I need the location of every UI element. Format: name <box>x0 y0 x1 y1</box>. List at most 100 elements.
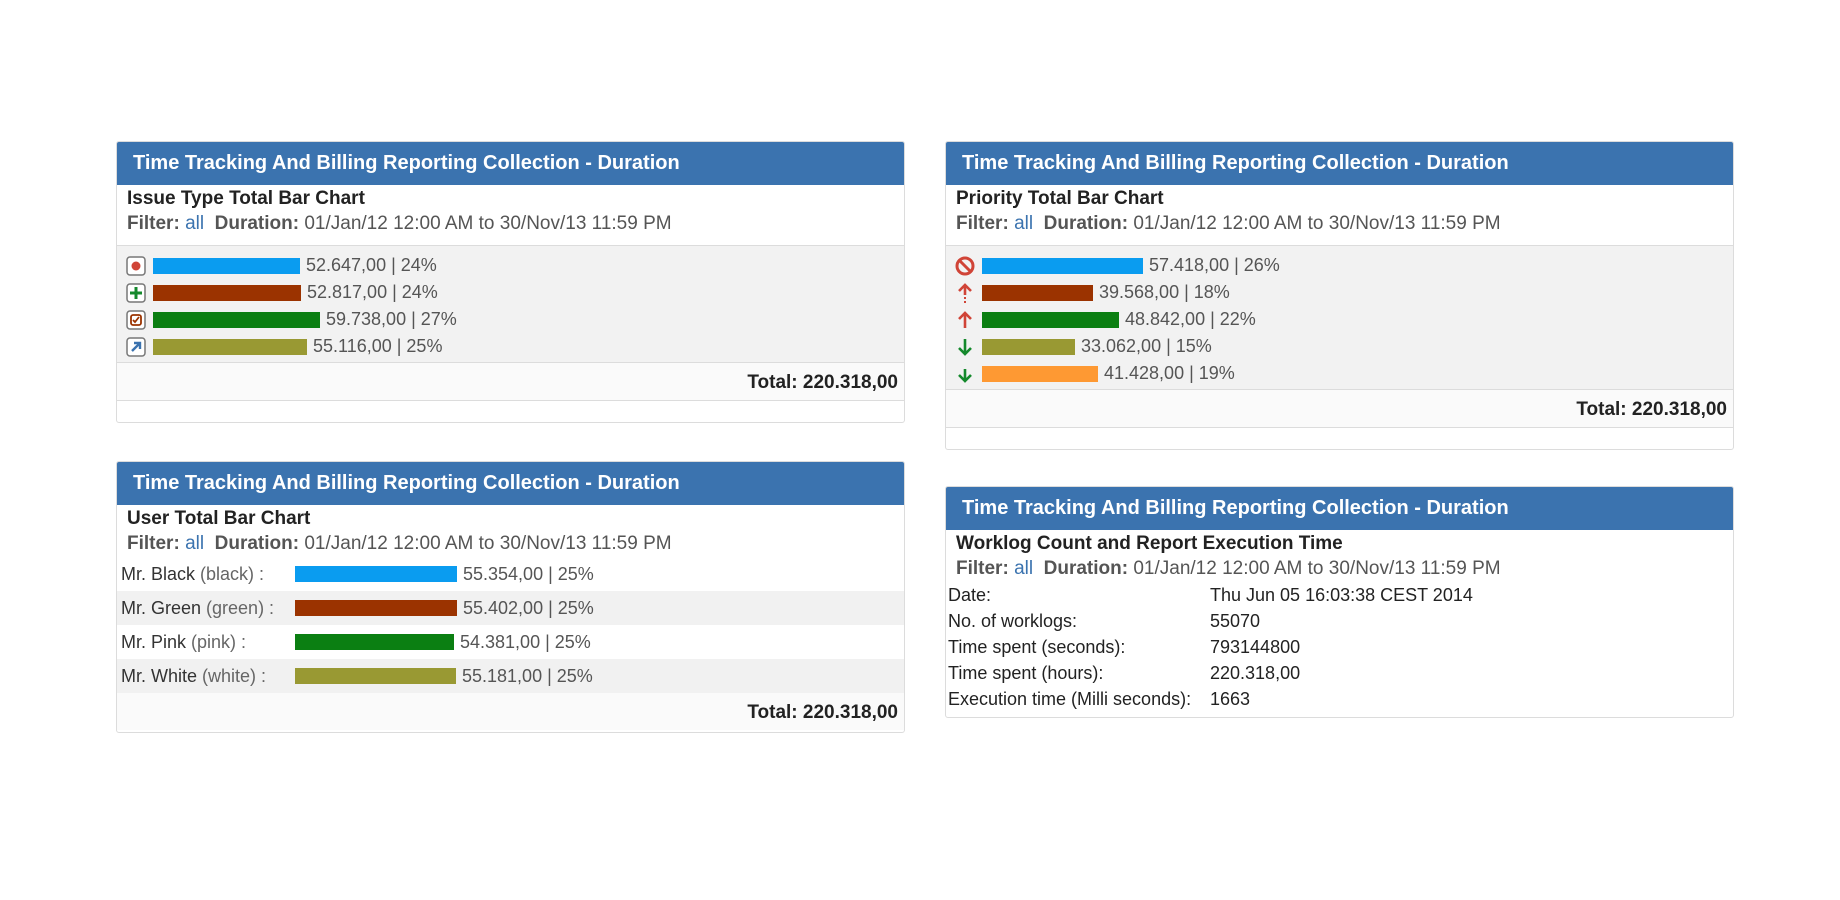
user-name: Mr. Black <box>121 563 201 584</box>
bar <box>982 311 1119 328</box>
bar-value-label: 55.116,00 | 25% <box>313 336 443 356</box>
bar-row: 55.116,00 | 25% <box>117 333 904 360</box>
critical-icon <box>954 282 976 304</box>
bar-row: Mr. White (white) : 55.181,00 | 25% <box>117 659 904 693</box>
worklog-row: Time spent (seconds): 793144800 <box>946 634 1733 660</box>
worklog-gadget: Time Tracking And Billing Reporting Coll… <box>945 486 1734 718</box>
user-label: Mr. Black (black) : <box>117 564 295 585</box>
filter-label: Filter: <box>956 213 1009 234</box>
task-icon <box>125 309 147 331</box>
bar-row: 39.568,00 | 18% <box>946 279 1733 306</box>
bar-row: 52.647,00 | 24% <box>117 252 904 279</box>
filter-line: Filter: all Duration: 01/Jan/12 12:00 AM… <box>956 211 1733 237</box>
worklog-row: Time spent (hours): 220.318,00 <box>946 660 1733 686</box>
gadget-header: Time Tracking And Billing Reporting Coll… <box>946 487 1733 530</box>
user-id: (white) : <box>202 665 267 686</box>
bar-row: 59.738,00 | 27% <box>117 306 904 333</box>
filter-label: Filter: <box>956 558 1009 579</box>
priority-chart: 57.418,00 | 26% 39.568,00 | 18% 48.842,00 … <box>946 245 1733 390</box>
duration-value: 01/Jan/12 12:00 AM to 30/Nov/13 11:59 PM <box>1133 558 1501 579</box>
user-name: Mr. Green <box>121 597 207 618</box>
user-name: Mr. Pink <box>121 631 192 652</box>
worklog-row: Date: Thu Jun 05 16:03:38 CEST 2014 <box>946 582 1733 608</box>
worklog-value: Thu Jun 05 16:03:38 CEST 2014 <box>1210 585 1473 605</box>
worklog-value: 1663 <box>1210 689 1251 709</box>
total-label: Total: 220.318,00 <box>117 363 904 401</box>
duration-label: Duration: <box>214 213 300 234</box>
bar <box>982 257 1143 274</box>
bar-row: 57.418,00 | 26% <box>946 252 1733 279</box>
bar <box>982 284 1093 301</box>
filter-line: Filter: all Duration: 01/Jan/12 12:00 AM… <box>956 556 1733 582</box>
user-gadget: Time Tracking And Billing Reporting Coll… <box>116 461 905 733</box>
gadget-title: Priority Total Bar Chart <box>956 188 1164 209</box>
worklog-value: 793144800 <box>1210 637 1301 657</box>
user-chart: Mr. Black (black) : 55.354,00 | 25% Mr. Gr… <box>117 557 904 693</box>
major-icon <box>954 309 976 331</box>
bar-value-label: 52.647,00 | 24% <box>306 255 437 275</box>
duration-label: Duration: <box>214 533 300 554</box>
filter-link[interactable]: all <box>185 533 205 554</box>
bar <box>982 365 1098 382</box>
user-name: Mr. White <box>121 665 203 686</box>
user-label: Mr. Green (green) : <box>117 598 295 619</box>
bug-icon <box>125 255 147 277</box>
user-id: (green) : <box>206 597 275 618</box>
minor-icon <box>954 336 976 358</box>
user-label: Mr. White (white) : <box>117 666 295 687</box>
bar <box>295 634 454 650</box>
bar-value-label: 55.354,00 | 25% <box>463 563 594 584</box>
duration-value: 01/Jan/12 12:00 AM to 30/Nov/13 11:59 PM <box>1133 213 1501 234</box>
bar <box>295 566 457 582</box>
bar-row: Mr. Black (black) : 55.354,00 | 25% <box>117 557 904 591</box>
user-id: (black) : <box>200 563 265 584</box>
issue-type-gadget: Time Tracking And Billing Reporting Coll… <box>116 141 905 423</box>
duration-label: Duration: <box>1043 213 1129 234</box>
worklog-key: No. of worklogs: <box>948 611 1078 631</box>
bar <box>153 284 301 301</box>
gadget-title: Worklog Count and Report Execution Time <box>956 533 1343 554</box>
priority-gadget: Time Tracking And Billing Reporting Coll… <box>945 141 1734 450</box>
duration-value: 01/Jan/12 12:00 AM to 30/Nov/13 11:59 PM <box>304 533 672 554</box>
bar-row: 48.842,00 | 22% <box>946 306 1733 333</box>
filter-label: Filter: <box>127 213 180 234</box>
bar-value-label: 55.181,00 | 25% <box>462 665 593 686</box>
filter-link[interactable]: all <box>185 213 205 234</box>
bar <box>153 311 320 328</box>
bar <box>153 257 300 274</box>
duration-value: 01/Jan/12 12:00 AM to 30/Nov/13 11:59 PM <box>304 213 672 234</box>
worklog-row: No. of worklogs: 55070 <box>946 608 1733 634</box>
bar-row: 41.428,00 | 19% <box>946 360 1733 387</box>
bar-value-label: 39.568,00 | 18% <box>1099 282 1230 302</box>
new-feature-icon <box>125 282 147 304</box>
worklog-key: Time spent (hours): <box>948 663 1104 683</box>
bar <box>153 338 307 355</box>
bar-value-label: 55.402,00 | 25% <box>463 597 594 618</box>
filter-label: Filter: <box>127 533 180 554</box>
user-label: Mr. Pink (pink) : <box>117 632 295 653</box>
filter-link[interactable]: all <box>1014 558 1034 579</box>
gadget-header: Time Tracking And Billing Reporting Coll… <box>946 142 1733 185</box>
worklog-value: 220.318,00 <box>1210 663 1301 683</box>
bar-value-label: 59.738,00 | 27% <box>326 309 457 329</box>
issue-type-chart: 52.647,00 | 24% 52.817,00 | 24% 59.738,00 … <box>117 245 904 363</box>
blocker-icon <box>954 255 976 277</box>
bar-value-label: 54.381,00 | 25% <box>460 631 591 652</box>
trivial-icon <box>954 363 976 385</box>
bar-row: 33.062,00 | 15% <box>946 333 1733 360</box>
total-label: Total: 220.318,00 <box>117 693 904 730</box>
bar <box>982 338 1075 355</box>
gadget-title: Issue Type Total Bar Chart <box>127 188 365 209</box>
bar <box>295 600 457 616</box>
user-id: (pink) : <box>191 631 247 652</box>
filter-line: Filter: all Duration: 01/Jan/12 12:00 AM… <box>127 531 904 557</box>
gadget-header: Time Tracking And Billing Reporting Coll… <box>117 142 904 185</box>
filter-line: Filter: all Duration: 01/Jan/12 12:00 AM… <box>127 211 904 237</box>
bar-value-label: 48.842,00 | 22% <box>1125 309 1256 329</box>
bar-row: 52.817,00 | 24% <box>117 279 904 306</box>
duration-label: Duration: <box>1043 558 1129 579</box>
bar <box>295 668 456 684</box>
filter-link[interactable]: all <box>1014 213 1034 234</box>
gadget-header: Time Tracking And Billing Reporting Coll… <box>117 462 904 505</box>
worklog-key: Time spent (seconds): <box>948 637 1126 657</box>
